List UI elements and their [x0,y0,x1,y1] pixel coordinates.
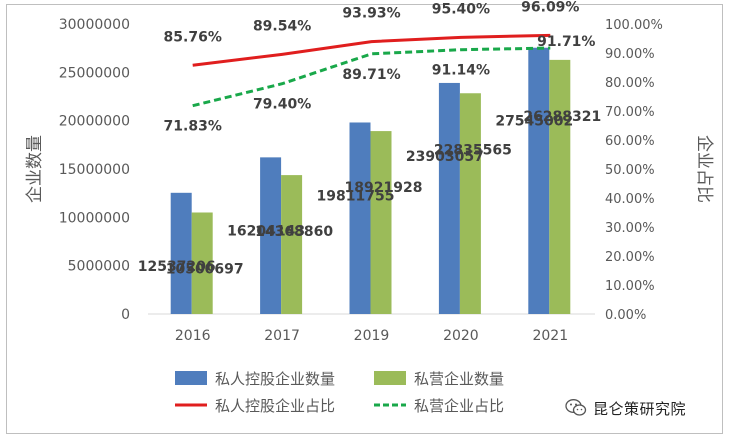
line-data-label: 91.14% [432,63,490,79]
y-axis-title: 企业数量 [25,135,45,203]
y2-tick-label: 40.00% [605,192,655,207]
bar-private-enterprise [281,175,303,314]
y-tick-label: 15000000 [59,162,130,178]
legend-swatch [175,371,207,385]
y2-tick-label: 90.00% [605,47,655,62]
y2-tick-label: 10.00% [605,279,655,294]
x-tick-label: 2016 [175,328,211,344]
legend-label: 私营企业占比 [414,397,504,415]
legend-label: 私人控股企业数量 [215,370,335,388]
bar-data-label: 16204143 [227,223,305,239]
line-private-enterprise-share [192,46,551,108]
y-tick-label: 25000000 [59,65,130,81]
bar-data-label: 10500697 [166,261,244,277]
bar-private-holding [438,82,460,314]
x-tick-label: 2019 [354,328,390,344]
y2-axis-title: 企业占比 [694,135,714,203]
bar-data-label: 19811755 [317,188,395,204]
bar-data-label: 23903057 [406,149,484,165]
bar-data-label: 18921928 [345,180,423,196]
y-tick-label: 30000000 [59,17,130,33]
bar-private-enterprise [370,131,392,314]
y-tick-label: 5000000 [68,259,130,275]
line-data-label: 89.71% [342,67,400,83]
line-data-label: 89.54% [253,18,311,34]
y2-tick-label: 70.00% [605,105,655,120]
x-tick-label: 2021 [532,328,568,344]
y2-tick-label: 50.00% [605,163,655,178]
bar-private-holding [528,47,550,314]
line-data-label: 96.09% [521,0,579,15]
y2-tick-label: 60.00% [605,134,655,149]
watermark-text: 昆仑策研究院 [593,399,687,418]
bar-data-label: 14368860 [255,224,333,240]
legend-label: 私人控股企业占比 [215,397,335,415]
y-tick-label: 20000000 [59,114,130,130]
y2-tick-label: 20.00% [605,250,655,265]
line-data-label: 93.93% [342,6,400,22]
bar-private-holding [349,122,371,315]
bar-data-label: 26288321 [523,109,601,125]
y-tick-label: 10000000 [59,210,130,226]
line-private-holding-share [192,33,551,67]
bar-private-enterprise [459,93,481,315]
x-tick-label: 2020 [443,328,479,344]
y2-tick-label: 30.00% [605,221,655,236]
line-data-label: 79.40% [253,97,311,113]
chart-frame [6,4,723,434]
bar-private-holding [170,192,192,314]
line-data-label: 85.76% [164,29,222,45]
x-tick-label: 2017 [264,328,300,344]
bar-data-label: 12537206 [138,259,216,275]
y2-tick-label: 100.00% [605,18,663,33]
legend-label: 私营企业数量 [414,370,504,388]
bar-data-label: 27545002 [495,114,573,130]
watermark: 昆仑策研究院 [565,396,686,420]
y2-tick-label: 80.00% [605,76,655,91]
y2-tick-label: 0.00% [605,308,646,323]
bar-private-enterprise [549,59,571,314]
wechat-icon [565,399,587,416]
bar-private-holding [260,157,282,314]
y-tick-label: 0 [121,307,130,323]
line-data-label: 91.71% [537,34,595,50]
bar-data-label: 22835565 [434,142,512,158]
legend-swatch [374,371,406,385]
line-data-label: 95.40% [432,1,490,17]
line-data-label: 71.83% [164,119,222,135]
bar-private-enterprise [191,212,213,314]
